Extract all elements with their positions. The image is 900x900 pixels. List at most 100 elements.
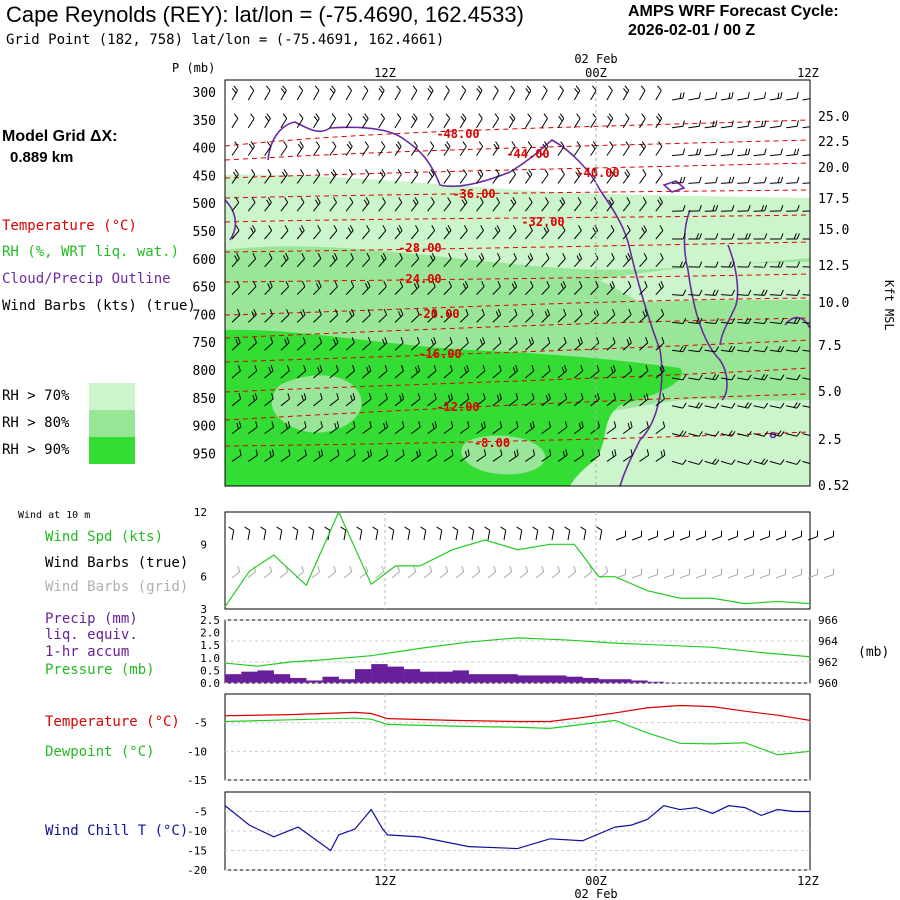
wind-barb	[476, 169, 484, 184]
surface-wind-barb	[516, 526, 523, 541]
wind-barb	[524, 169, 533, 184]
wind-barb	[606, 85, 613, 101]
wind-barb	[672, 120, 685, 129]
wind-barb	[264, 309, 273, 323]
wind-barb	[541, 309, 551, 323]
wind-barb	[655, 365, 665, 379]
wind-barb	[361, 169, 370, 184]
wind-barb	[769, 204, 784, 212]
wind-barb	[492, 85, 499, 101]
wind-barb	[410, 393, 421, 407]
wind-barb	[362, 393, 372, 407]
grid-wind-barb	[759, 568, 771, 579]
wind-barb	[264, 337, 274, 351]
wind-barb	[573, 169, 582, 184]
wind-barb	[590, 169, 598, 184]
wind-barb	[427, 449, 438, 462]
wind-barb	[606, 421, 617, 435]
wind-barb	[280, 225, 289, 240]
grid-wind-barb	[407, 565, 417, 579]
wind-barb	[688, 233, 703, 240]
surface-wind-barb	[452, 526, 459, 541]
wind-barb	[264, 169, 272, 184]
wind-barb	[508, 365, 518, 379]
wind-barb	[639, 309, 648, 323]
wind-barb	[769, 176, 784, 184]
height-tick-label: 7.5	[818, 339, 841, 354]
surface-wind-barb	[372, 526, 379, 541]
precip-bar	[566, 676, 583, 683]
wind-barb	[704, 176, 718, 184]
rh-90-swatch	[89, 437, 135, 464]
wind-barb	[313, 169, 321, 184]
wind-barb	[492, 169, 500, 184]
wind-barb	[443, 113, 451, 129]
pressure-tick-label: 962	[818, 656, 838, 669]
rh-shading	[225, 174, 810, 486]
wind-barb	[313, 365, 323, 379]
wind-barb	[557, 421, 568, 435]
wind-barb	[394, 197, 403, 212]
wind-barb	[345, 421, 356, 435]
wind-barb	[672, 345, 687, 353]
pressure-tick-label: 550	[193, 225, 216, 240]
legend-cloud-outline: Cloud/Precip Outline	[2, 271, 171, 287]
wind-barb	[411, 449, 421, 462]
wind-barb	[802, 377, 810, 380]
wind-barb	[786, 204, 800, 212]
pressure-tick-label: 350	[193, 114, 216, 129]
wind-barb	[541, 141, 549, 156]
wind-barb	[688, 346, 703, 353]
wind-barb	[313, 85, 320, 101]
grid-wind-barb	[247, 565, 257, 579]
wind-barb	[672, 148, 686, 157]
wind-barb	[753, 176, 767, 184]
wind-barb	[231, 197, 240, 212]
wind-barb	[606, 225, 615, 240]
pressure-tick-label: 650	[193, 281, 216, 296]
wind-barb	[606, 449, 617, 462]
wind-barb	[492, 141, 500, 156]
wind-barb	[704, 402, 720, 409]
wind-barb	[769, 459, 785, 465]
surface-wind-barb	[711, 530, 723, 541]
wind-barb	[378, 337, 388, 351]
wind-barb	[410, 85, 418, 101]
wind-barb	[476, 309, 485, 323]
wind-barb	[557, 337, 567, 351]
wind-barb	[655, 421, 666, 435]
wind-barb	[802, 349, 810, 352]
wind-barb	[704, 261, 719, 268]
isotherm-line	[225, 189, 810, 199]
wind-barb	[410, 253, 420, 268]
wind-barb	[786, 317, 801, 325]
wind-barb	[720, 289, 735, 296]
wind-barb	[786, 346, 801, 353]
wind-barb	[688, 176, 702, 184]
wind-barb	[557, 141, 565, 156]
wind-barb	[655, 113, 663, 129]
wind-barb	[639, 197, 647, 212]
precip-bar	[306, 680, 323, 683]
wind-barb	[443, 393, 454, 407]
legend-wind-barbs: Wind Barbs (kts) (true)	[2, 298, 196, 314]
wind-barb	[541, 113, 548, 129]
wind-barb	[345, 365, 355, 379]
wind-barb	[557, 225, 566, 240]
wind-barb	[622, 365, 633, 379]
wind-barb	[688, 459, 704, 465]
wind-barb	[753, 233, 768, 240]
precip-tick-label: 1.5	[200, 639, 220, 652]
wind-barb	[264, 113, 271, 129]
grid-wind-barb	[263, 565, 273, 579]
wind-barb	[720, 261, 735, 268]
grid-wind-barb	[423, 565, 433, 579]
surface-wind-barb	[580, 526, 587, 541]
isotherm-label: -20.00	[416, 307, 459, 321]
pressure-unit: (mb)	[858, 645, 889, 660]
wind-barb	[525, 253, 534, 268]
wind-barb	[622, 253, 632, 268]
temp-tick-label: -10	[187, 745, 207, 758]
wind-barb	[737, 289, 752, 296]
wind-barb	[688, 120, 702, 129]
